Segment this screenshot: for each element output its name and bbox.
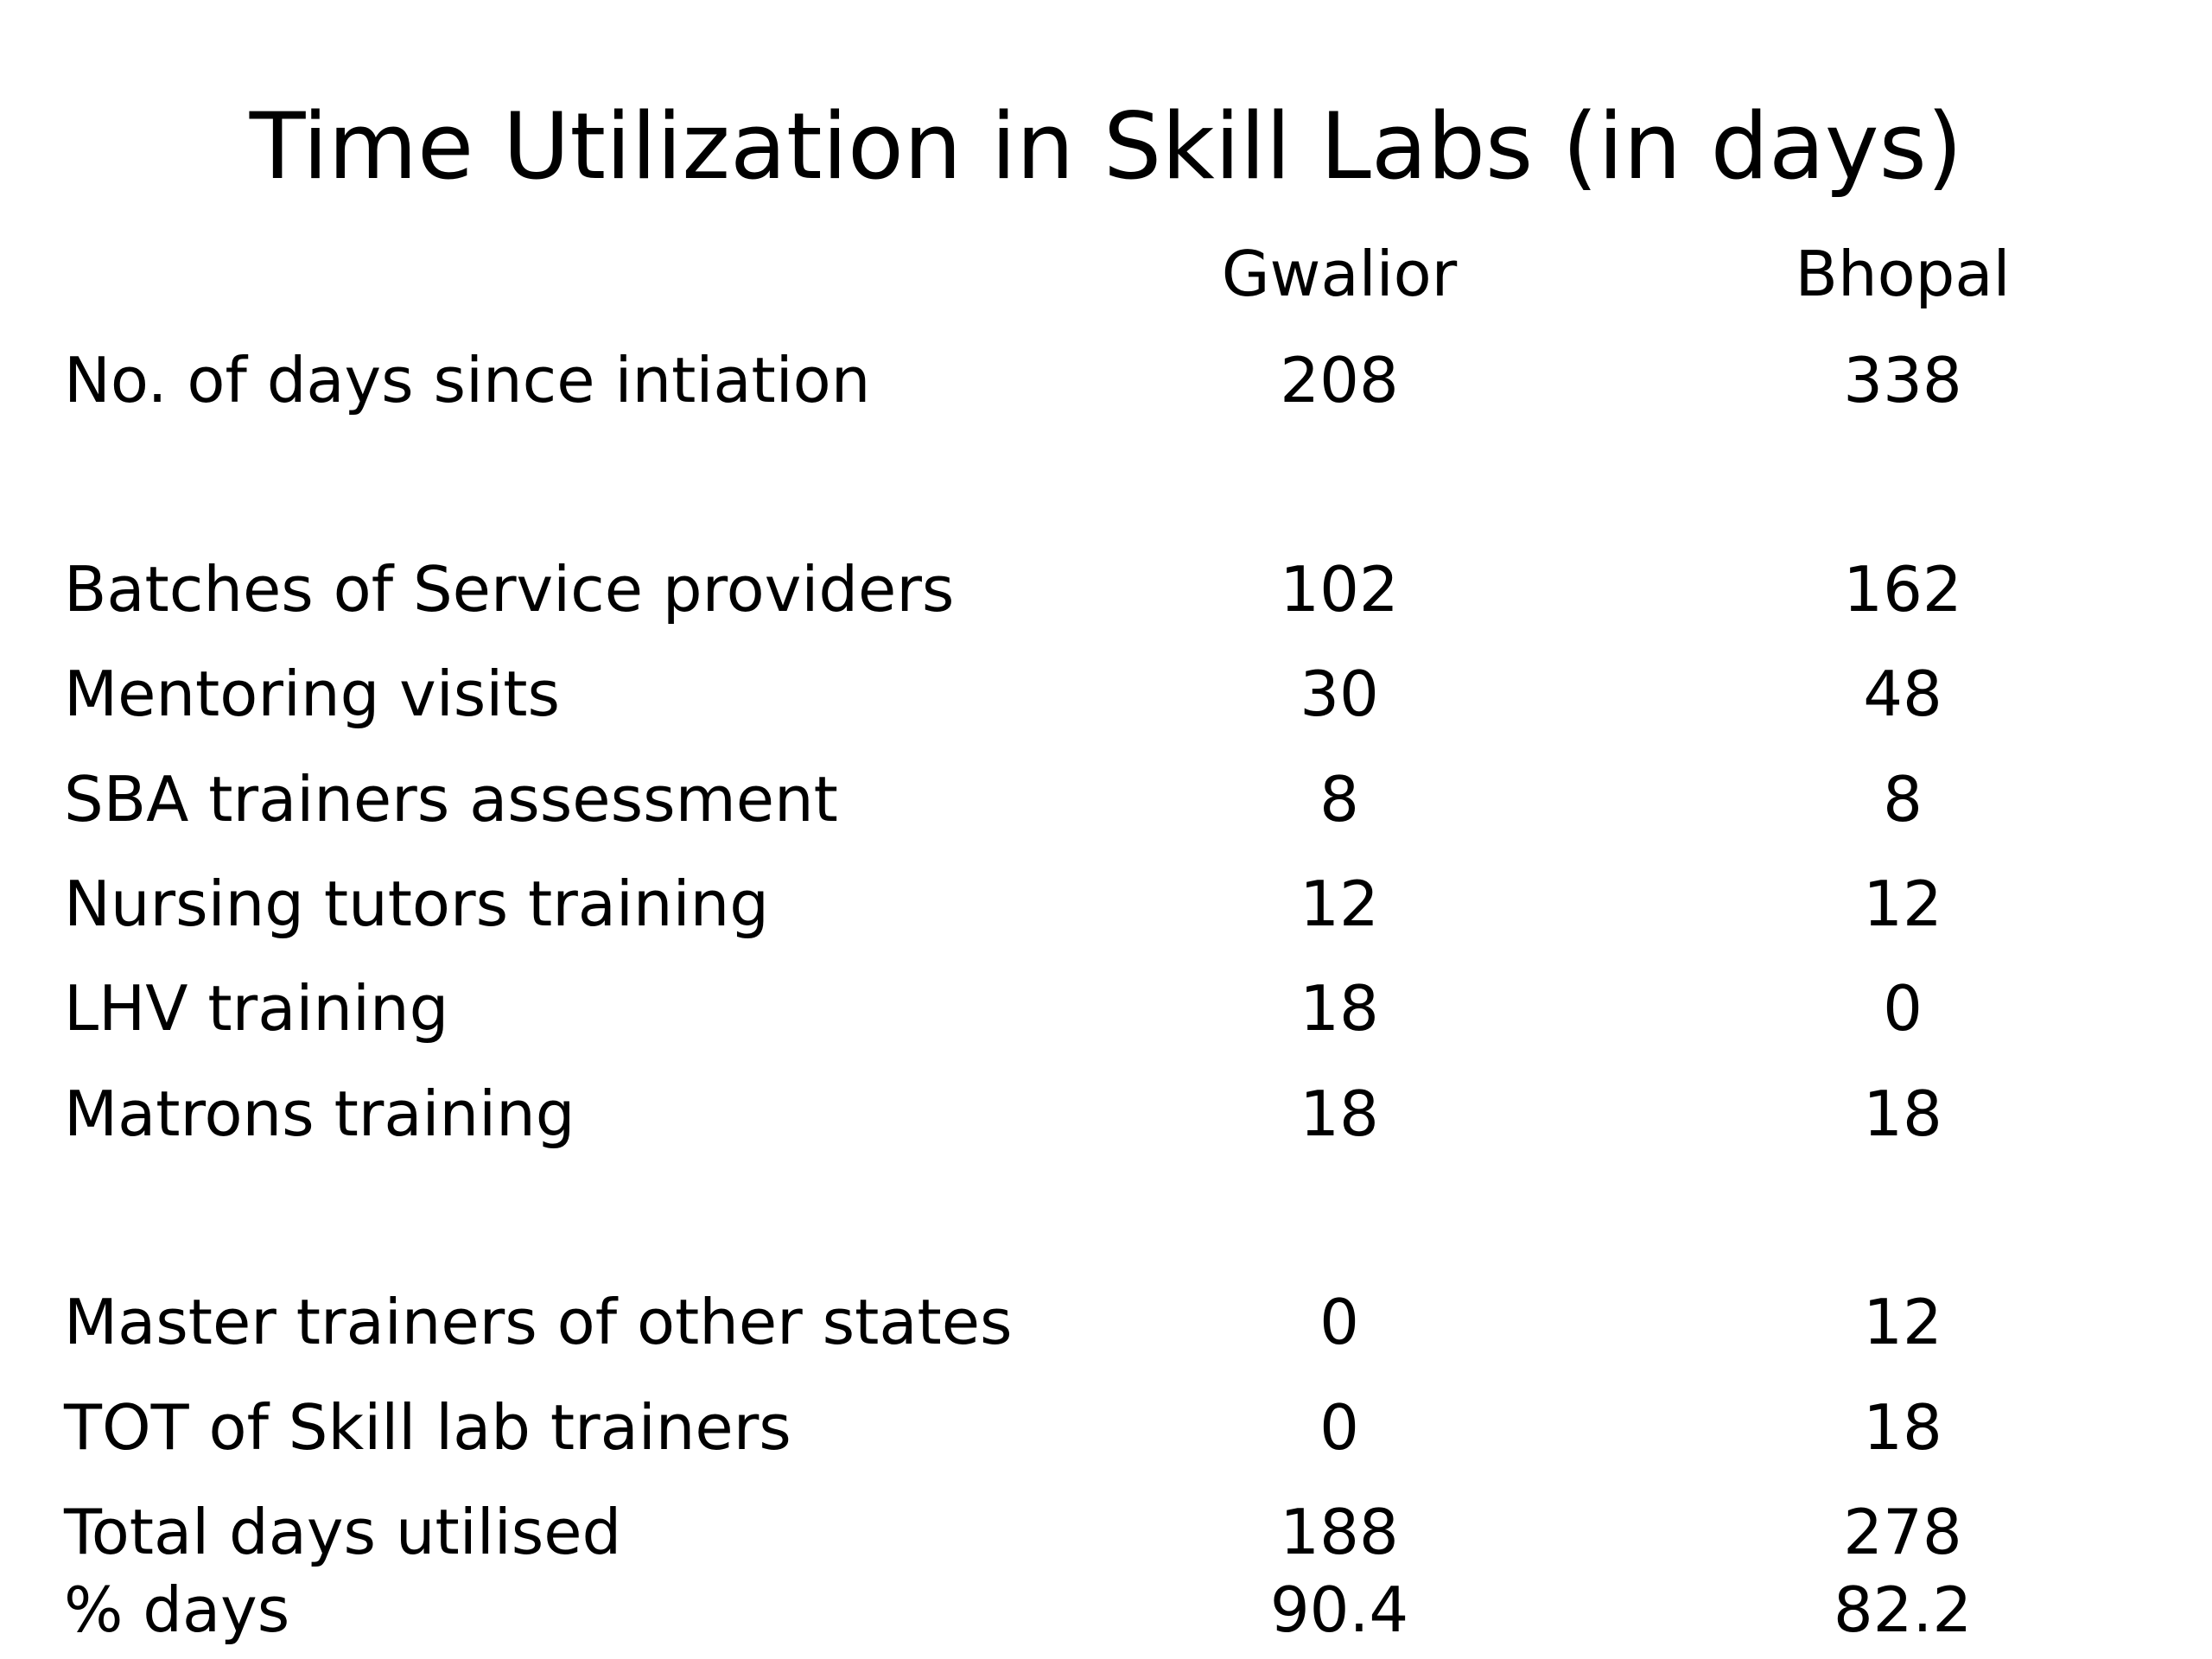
bhopal-value: 8 — [1883, 763, 1923, 836]
table-row: SBA trainers assessment 8 8 — [0, 752, 2212, 847]
bhopal-value: 48 — [1863, 658, 1942, 730]
gwalior-value: 0 — [1319, 1286, 1359, 1358]
row-label: No. of days since intiation — [64, 344, 871, 416]
column-header-gwalior: Gwalior — [1221, 238, 1458, 310]
table-row: % days 90.4 82.2 — [0, 1562, 2212, 1657]
gwalior-value: 8 — [1319, 763, 1359, 836]
row-label: TOT of Skill lab trainers — [64, 1391, 791, 1464]
slide-title: Time Utilization in Skill Labs (in days) — [249, 93, 1963, 200]
row-label: Matrons training — [64, 1077, 575, 1150]
bhopal-value: 18 — [1863, 1391, 1942, 1464]
bhopal-value: 162 — [1843, 553, 1962, 626]
table-row: Mentoring visits 30 48 — [0, 646, 2212, 741]
bhopal-value: 338 — [1843, 344, 1962, 416]
row-label: Total days utilised — [64, 1496, 622, 1568]
gwalior-value: 208 — [1280, 344, 1399, 416]
bhopal-value: 12 — [1863, 868, 1942, 940]
bhopal-value: 278 — [1843, 1496, 1962, 1568]
gwalior-value: 18 — [1300, 972, 1379, 1045]
table-row: Total days utilised 188 278 — [0, 1484, 2212, 1580]
table-row: Master trainers of other states 0 12 — [0, 1274, 2212, 1370]
gwalior-value: 30 — [1300, 658, 1379, 730]
bhopal-value: 12 — [1863, 1286, 1942, 1358]
bhopal-value: 82.2 — [1833, 1573, 1973, 1646]
row-label: Nursing tutors training — [64, 868, 769, 940]
gwalior-value: 12 — [1300, 868, 1379, 940]
bhopal-value: 18 — [1863, 1077, 1942, 1150]
table-row: Nursing tutors training 12 12 — [0, 856, 2212, 951]
gwalior-value: 0 — [1319, 1391, 1359, 1464]
table-row: No. of days since intiation 208 338 — [0, 333, 2212, 428]
column-header-bhopal: Bhopal — [1795, 238, 2011, 310]
table-row: Batches of Service providers 102 162 — [0, 542, 2212, 637]
table-header-row: Gwalior Bhopal — [0, 226, 2212, 321]
bhopal-value: 0 — [1883, 972, 1923, 1045]
row-label: Mentoring visits — [64, 658, 561, 730]
table-row: LHV training 18 0 — [0, 961, 2212, 1056]
gwalior-value: 18 — [1300, 1077, 1379, 1150]
row-label: SBA trainers assessment — [64, 763, 838, 836]
row-label: LHV training — [64, 972, 449, 1045]
table-row: TOT of Skill lab trainers 0 18 — [0, 1380, 2212, 1475]
gwalior-value: 188 — [1280, 1496, 1399, 1568]
row-label: Batches of Service providers — [64, 553, 955, 626]
row-label: % days — [64, 1573, 290, 1646]
gwalior-value: 102 — [1280, 553, 1399, 626]
row-label: Master trainers of other states — [64, 1286, 1013, 1358]
table-row: Matrons training 18 18 — [0, 1066, 2212, 1161]
gwalior-value: 90.4 — [1269, 1573, 1409, 1646]
